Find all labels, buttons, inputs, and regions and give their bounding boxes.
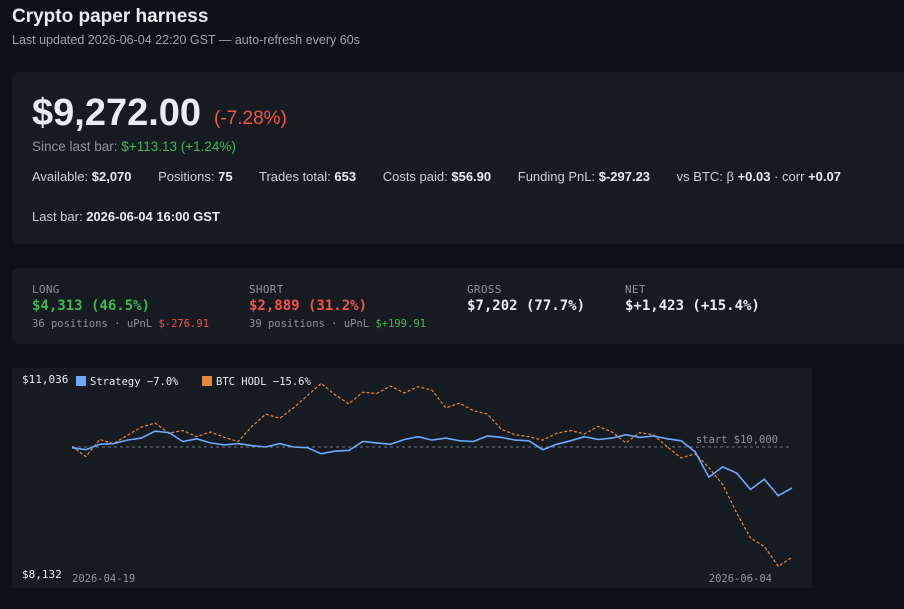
stat-value: 75 xyxy=(218,169,233,184)
exposure-long-sub: 36 positions · uPnL $-276.91 xyxy=(32,318,209,330)
exposure-long-upnl: $-276.91 xyxy=(158,318,210,330)
page-title: Crypto paper harness xyxy=(12,6,209,27)
last-bar-label: Last bar: xyxy=(32,209,87,224)
beta-value: +0.03 xyxy=(737,169,771,184)
stat-vs-btc: vs BTC: β +0.03 · corr +0.07 xyxy=(677,169,841,184)
exposure-net-value: $+1,423 (+15.4%) xyxy=(625,298,760,314)
stat-value: $56.90 xyxy=(451,169,492,184)
stat-value: 653 xyxy=(334,169,357,184)
legend-strategy: Strategy −7.0% xyxy=(90,376,179,388)
exposure-short: SHORT $2,889 (31.2%) 39 positions · uPnL… xyxy=(249,283,426,330)
exposure-short-positions: 39 positions · uPnL xyxy=(249,318,376,330)
legend-btc-hodl: BTC HODL −15.6% xyxy=(216,376,312,388)
exposure-net: NET $+1,423 (+15.4%) xyxy=(625,283,760,314)
stat-label: Available: xyxy=(32,169,92,184)
stat-value: $-297.23 xyxy=(598,169,651,184)
equity-chart: $11,036 $8,132 2026-04-19 2026-06-04 Str… xyxy=(12,368,812,588)
series-strategy-line xyxy=(71,430,793,497)
equity-value: $9,272.00 xyxy=(32,92,202,134)
stat-positions: Positions: 75 xyxy=(158,169,232,184)
exposure-short-value: $2,889 (31.2%) xyxy=(249,298,368,314)
stats-row: Available: $2,070 Positions: 75 Trades t… xyxy=(32,169,864,184)
equity-chart-svg: $11,036 $8,132 2026-04-19 2026-06-04 Str… xyxy=(22,373,793,585)
stat-label: Positions: xyxy=(158,169,219,184)
stat-funding-pnl: Funding PnL: $-297.23 xyxy=(518,169,650,184)
exposure-short-sub: 39 positions · uPnL $+199.91 xyxy=(249,318,426,330)
exposure-gross-label: GROSS xyxy=(467,283,502,296)
y-max-label: $11,036 xyxy=(22,373,68,386)
series-btc-hodl-line xyxy=(71,382,793,568)
exposure-gross-value: $7,202 (77.7%) xyxy=(467,298,586,314)
exposure-long-value: $4,313 (46.5%) xyxy=(32,298,151,314)
last-bar: Last bar: 2026-06-04 16:00 GST xyxy=(32,209,220,224)
exposure-long: LONG $4,313 (46.5%) 36 positions · uPnL … xyxy=(32,283,209,330)
corr-value: +0.07 xyxy=(808,169,841,184)
exposure-short-label: SHORT xyxy=(249,283,284,296)
stat-label: Trades total: xyxy=(258,169,335,184)
stat-label: vs BTC: β xyxy=(676,169,738,184)
stat-available: Available: $2,070 xyxy=(32,169,132,184)
exposure-card: LONG $4,313 (46.5%) 36 positions · uPnL … xyxy=(12,268,904,344)
legend-swatch-strategy xyxy=(76,376,86,386)
last-updated-subtitle: Last updated 2026-06-04 22:20 GST — auto… xyxy=(12,33,360,47)
corr-label: · corr xyxy=(770,169,809,184)
stat-label: Costs paid: xyxy=(382,169,452,184)
baseline-label: start $10,000 xyxy=(696,434,778,446)
x-end-label: 2026-06-04 xyxy=(709,573,772,585)
x-start-label: 2026-04-19 xyxy=(72,573,135,585)
stat-costs-paid: Costs paid: $56.90 xyxy=(383,169,491,184)
equity-change: (-7.28%) xyxy=(214,108,287,129)
equity-summary-card: $9,272.00 (-7.28%) Since last bar: $+113… xyxy=(12,72,904,244)
last-bar-value: 2026-06-04 16:00 GST xyxy=(86,209,220,224)
exposure-short-upnl: $+199.91 xyxy=(375,318,427,330)
exposure-net-label: NET xyxy=(625,283,646,296)
exposure-long-label: LONG xyxy=(32,283,60,296)
exposure-gross: GROSS $7,202 (77.7%) xyxy=(467,283,585,314)
exposure-long-positions: 36 positions · uPnL xyxy=(32,318,159,330)
stat-label: Funding PnL: xyxy=(517,169,599,184)
stat-trades-total: Trades total: 653 xyxy=(259,169,356,184)
since-last-bar: Since last bar: $+113.13 (+1.24%) xyxy=(32,139,236,154)
since-last-bar-label: Since last bar: xyxy=(32,139,122,154)
stat-value: $2,070 xyxy=(91,169,132,184)
since-last-bar-value: $+113.13 (+1.24%) xyxy=(121,139,236,154)
legend-swatch-btc xyxy=(202,376,212,386)
y-min-label: $8,132 xyxy=(22,568,62,581)
